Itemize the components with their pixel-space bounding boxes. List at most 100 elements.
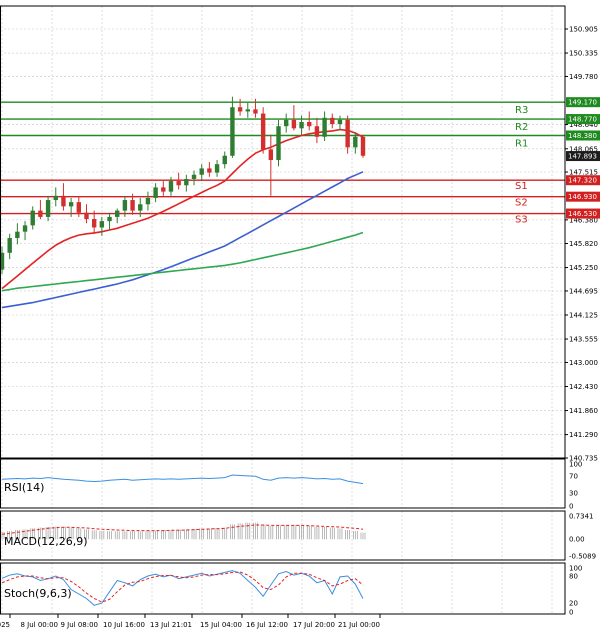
candle[interactable] (76, 195, 82, 217)
candle-body (199, 168, 204, 175)
grid-lines (0, 6, 565, 614)
indicator-tick-label: 20 (569, 600, 578, 608)
price-tick-label: 141.860 (569, 407, 598, 415)
candle[interactable] (253, 98, 258, 118)
candle[interactable] (207, 162, 212, 177)
candle[interactable] (214, 159, 220, 177)
candle-body (345, 119, 350, 148)
macd-signal-line (1, 524, 364, 535)
ma-line-ma-fast (1, 128, 364, 290)
candle[interactable] (245, 103, 250, 118)
level-price-tag-label: 147.320 (568, 177, 597, 185)
candle[interactable] (30, 206, 35, 230)
candle[interactable] (268, 134, 274, 196)
candle[interactable] (53, 187, 58, 207)
candle[interactable] (138, 197, 143, 217)
pane-frames (0, 5, 566, 615)
price-tick-label: 149.780 (569, 73, 598, 81)
candle-body (322, 117, 327, 137)
candle[interactable] (337, 115, 343, 131)
candlesticks[interactable] (0, 96, 366, 274)
pane-frame-main (0, 5, 566, 459)
candle-body (307, 122, 312, 127)
candle[interactable] (222, 151, 227, 169)
candle-body (153, 187, 158, 198)
time-tick-label: 16 Jul 12:00 (246, 621, 288, 629)
indicator-tick-label: 30 (569, 490, 578, 498)
candle[interactable] (345, 115, 350, 154)
candle-body (168, 181, 174, 192)
candle[interactable] (115, 208, 120, 224)
candle[interactable] (153, 183, 158, 203)
candle-body (0, 252, 5, 270)
candle-body (91, 219, 97, 228)
level-price-tag (566, 191, 600, 202)
candle[interactable] (322, 111, 327, 141)
candle-body (130, 200, 135, 211)
candle-body (38, 210, 43, 217)
price-tick-label: 148.640 (569, 121, 598, 129)
candle[interactable] (15, 223, 20, 245)
candle[interactable] (307, 111, 312, 131)
level-name-s3: S3 (515, 215, 528, 226)
price-tick-label: 150.905 (569, 25, 598, 33)
candle[interactable] (176, 172, 181, 190)
candle[interactable] (68, 197, 74, 217)
candle[interactable] (161, 181, 166, 196)
candle[interactable] (283, 113, 289, 133)
level-price-tag-label: 148.770 (568, 116, 597, 124)
candle[interactable] (145, 191, 151, 211)
candle[interactable] (122, 195, 128, 217)
candle-body (68, 202, 74, 207)
candle[interactable] (291, 105, 297, 131)
candle-body (84, 212, 89, 220)
time-axis[interactable]: 8 Jul 2025 8 Jul 00:009 Jul 08:00 10 Jul 1… (0, 614, 381, 629)
candle-body (99, 221, 105, 228)
price-tick-label: 143.000 (569, 359, 598, 367)
candle[interactable] (107, 212, 112, 230)
candle[interactable] (230, 96, 235, 158)
candle-body (122, 200, 128, 211)
candle-body (276, 126, 281, 160)
level-name-s2: S2 (515, 198, 528, 209)
candle[interactable] (0, 246, 5, 274)
candle[interactable] (184, 174, 189, 192)
candle[interactable] (314, 117, 320, 144)
candle[interactable] (353, 132, 358, 154)
candle[interactable] (61, 183, 66, 211)
candle[interactable] (276, 119, 281, 167)
candle[interactable] (7, 233, 12, 260)
candle[interactable] (360, 134, 366, 158)
candle[interactable] (199, 164, 204, 182)
candle[interactable] (91, 210, 97, 234)
candle-body (253, 109, 258, 114)
price-axis[interactable]: 150.905 150.335 149.780 148.640 148.065 147.5… (565, 25, 598, 617)
candle-body (360, 136, 366, 156)
candle[interactable] (38, 200, 43, 220)
candle[interactable] (22, 221, 28, 241)
candle[interactable] (330, 113, 335, 129)
candle[interactable] (168, 176, 174, 196)
candle-body (291, 119, 297, 129)
candle[interactable] (260, 107, 266, 154)
candle[interactable] (99, 216, 105, 236)
price-tick-label: 145.250 (569, 264, 598, 272)
candle-body (161, 187, 166, 192)
price-tick-label: 150.335 (569, 50, 598, 58)
candle[interactable] (45, 195, 51, 222)
indicator-tick-label: 100 (569, 461, 582, 469)
candle[interactable] (130, 193, 135, 215)
candle[interactable] (84, 204, 89, 224)
candle[interactable] (299, 115, 304, 135)
candle[interactable] (191, 170, 197, 186)
candle[interactable] (237, 98, 243, 116)
candle-body (268, 149, 274, 160)
level-price-tag (566, 175, 600, 186)
ma-line-ma-mid (1, 171, 364, 309)
candle-body (61, 195, 66, 207)
time-tick-label: 9 Jul 08:00 (60, 621, 98, 629)
candle-body (145, 197, 151, 205)
